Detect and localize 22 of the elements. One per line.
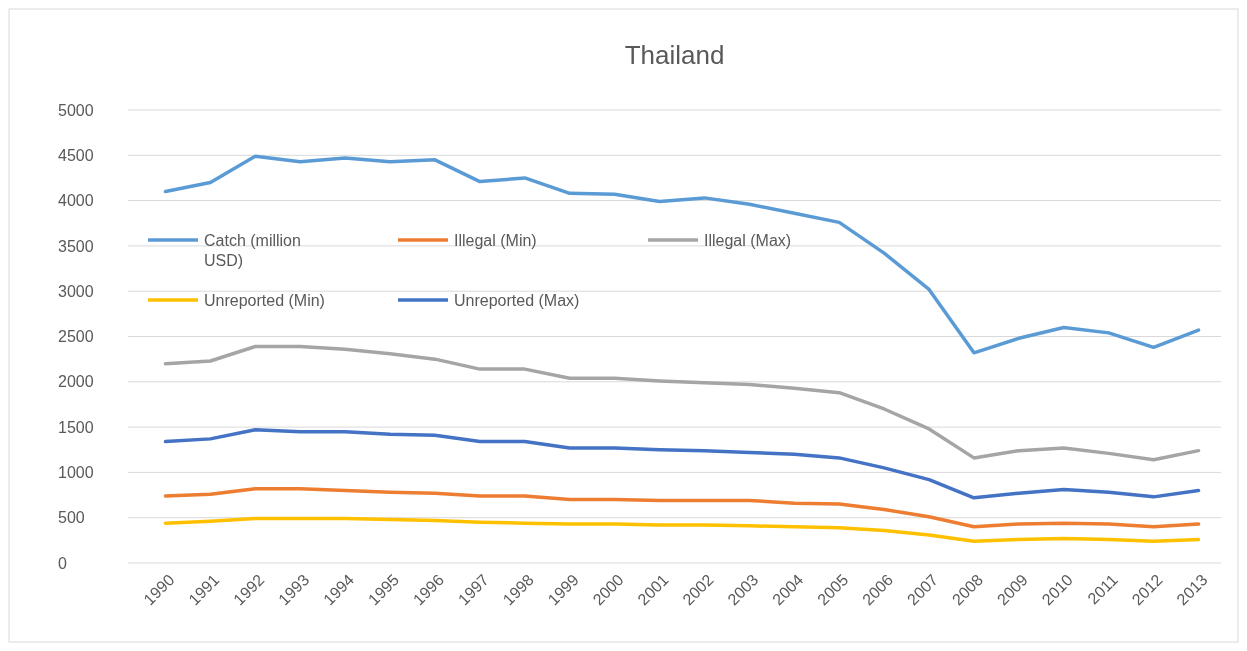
line-series <box>163 516 1201 544</box>
y-tick-label: 0 <box>58 554 67 572</box>
y-tick-label: 1000 <box>58 464 94 481</box>
legend-label: Illegal (Max) <box>704 231 792 249</box>
y-tick-label: 1500 <box>58 418 94 436</box>
line-series <box>163 428 1201 500</box>
y-tick-label: 3000 <box>58 282 94 300</box>
chart-title: Thailand <box>624 40 725 70</box>
y-tick-label: 2500 <box>58 328 94 346</box>
legend-label: Unreported (Max) <box>454 291 580 309</box>
y-tick-label: 5000 <box>58 101 94 119</box>
y-tick-label: 4500 <box>58 146 94 164</box>
legend-label: Unreported (Min) <box>204 291 325 309</box>
y-tick-label: 2000 <box>58 373 94 391</box>
legend-label: Catch (million USD) <box>204 231 301 270</box>
line-series <box>163 344 1201 462</box>
y-tick-label: 500 <box>58 509 85 527</box>
line-series <box>163 486 1201 529</box>
y-tick-label: 3500 <box>58 237 94 255</box>
line-series <box>163 154 1201 355</box>
y-tick-label: 4000 <box>58 192 94 210</box>
legend-label: Illegal (Min) <box>454 231 537 249</box>
